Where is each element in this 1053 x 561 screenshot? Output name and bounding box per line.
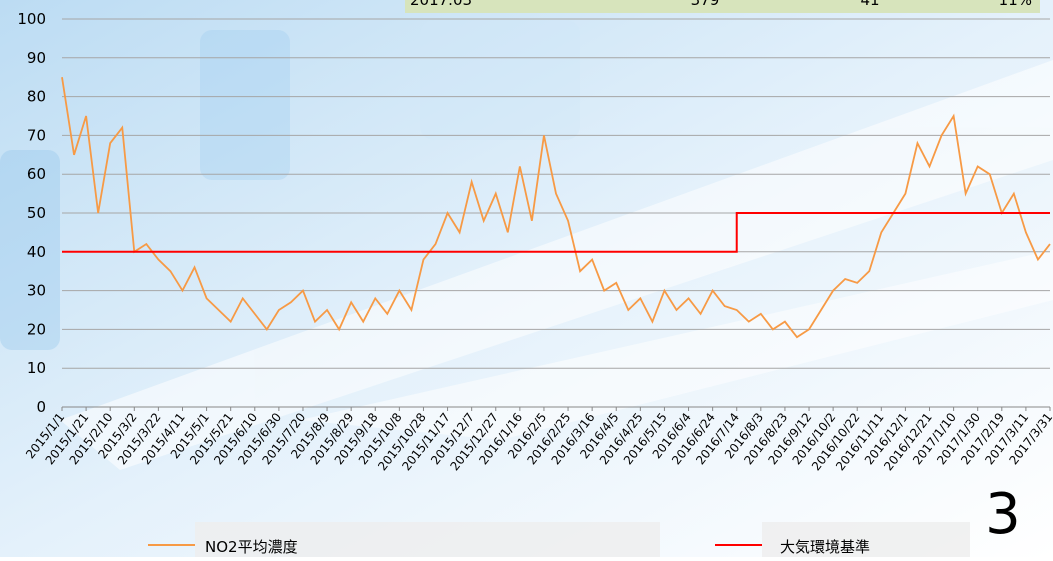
data-line (62, 212, 1050, 253)
data-line (61, 77, 1051, 339)
y-tick-label: 10 (27, 359, 46, 377)
table-row-bg (405, 0, 1040, 13)
y-tick-label: 60 (27, 165, 46, 183)
y-tick-label: 90 (27, 49, 46, 67)
y-tick-label: 0 (36, 398, 46, 416)
legend-label: 大気環境基準 (780, 538, 870, 556)
y-tick-label: 40 (27, 243, 46, 261)
legend-bg (762, 522, 970, 557)
legend: NO2平均濃度 大気環境基準 (148, 538, 870, 556)
legend-label: NO2平均濃度 (205, 538, 298, 556)
decor (0, 20, 1053, 470)
y-tick-label: 20 (27, 320, 46, 338)
y-tick-label: 80 (27, 88, 46, 106)
y-tick-label: 100 (17, 10, 46, 28)
table-cell: 379 (691, 0, 720, 9)
table-cell: 11% (999, 0, 1032, 9)
y-tick-label: 30 (27, 282, 46, 300)
page-number: 3 (985, 482, 1021, 547)
y-tick-label: 50 (27, 204, 46, 222)
table-cell: 2017.03 (410, 0, 472, 9)
table-cell: 41 (860, 0, 879, 9)
y-tick-label: 70 (27, 126, 46, 144)
legend-bg (195, 522, 660, 557)
